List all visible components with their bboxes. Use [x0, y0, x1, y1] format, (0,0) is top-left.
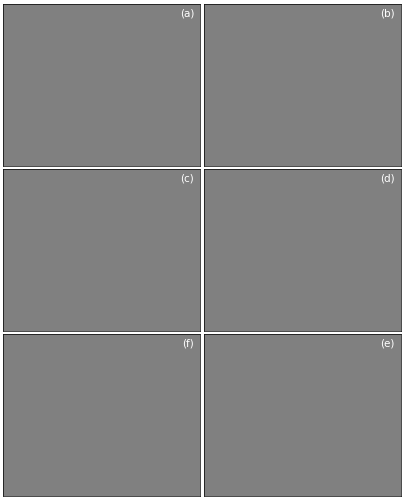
Text: (e): (e): [381, 339, 395, 349]
Text: (f): (f): [183, 339, 194, 349]
Text: (c): (c): [181, 174, 194, 184]
Text: (b): (b): [380, 9, 395, 19]
Text: (d): (d): [380, 174, 395, 184]
Text: (a): (a): [180, 9, 194, 19]
